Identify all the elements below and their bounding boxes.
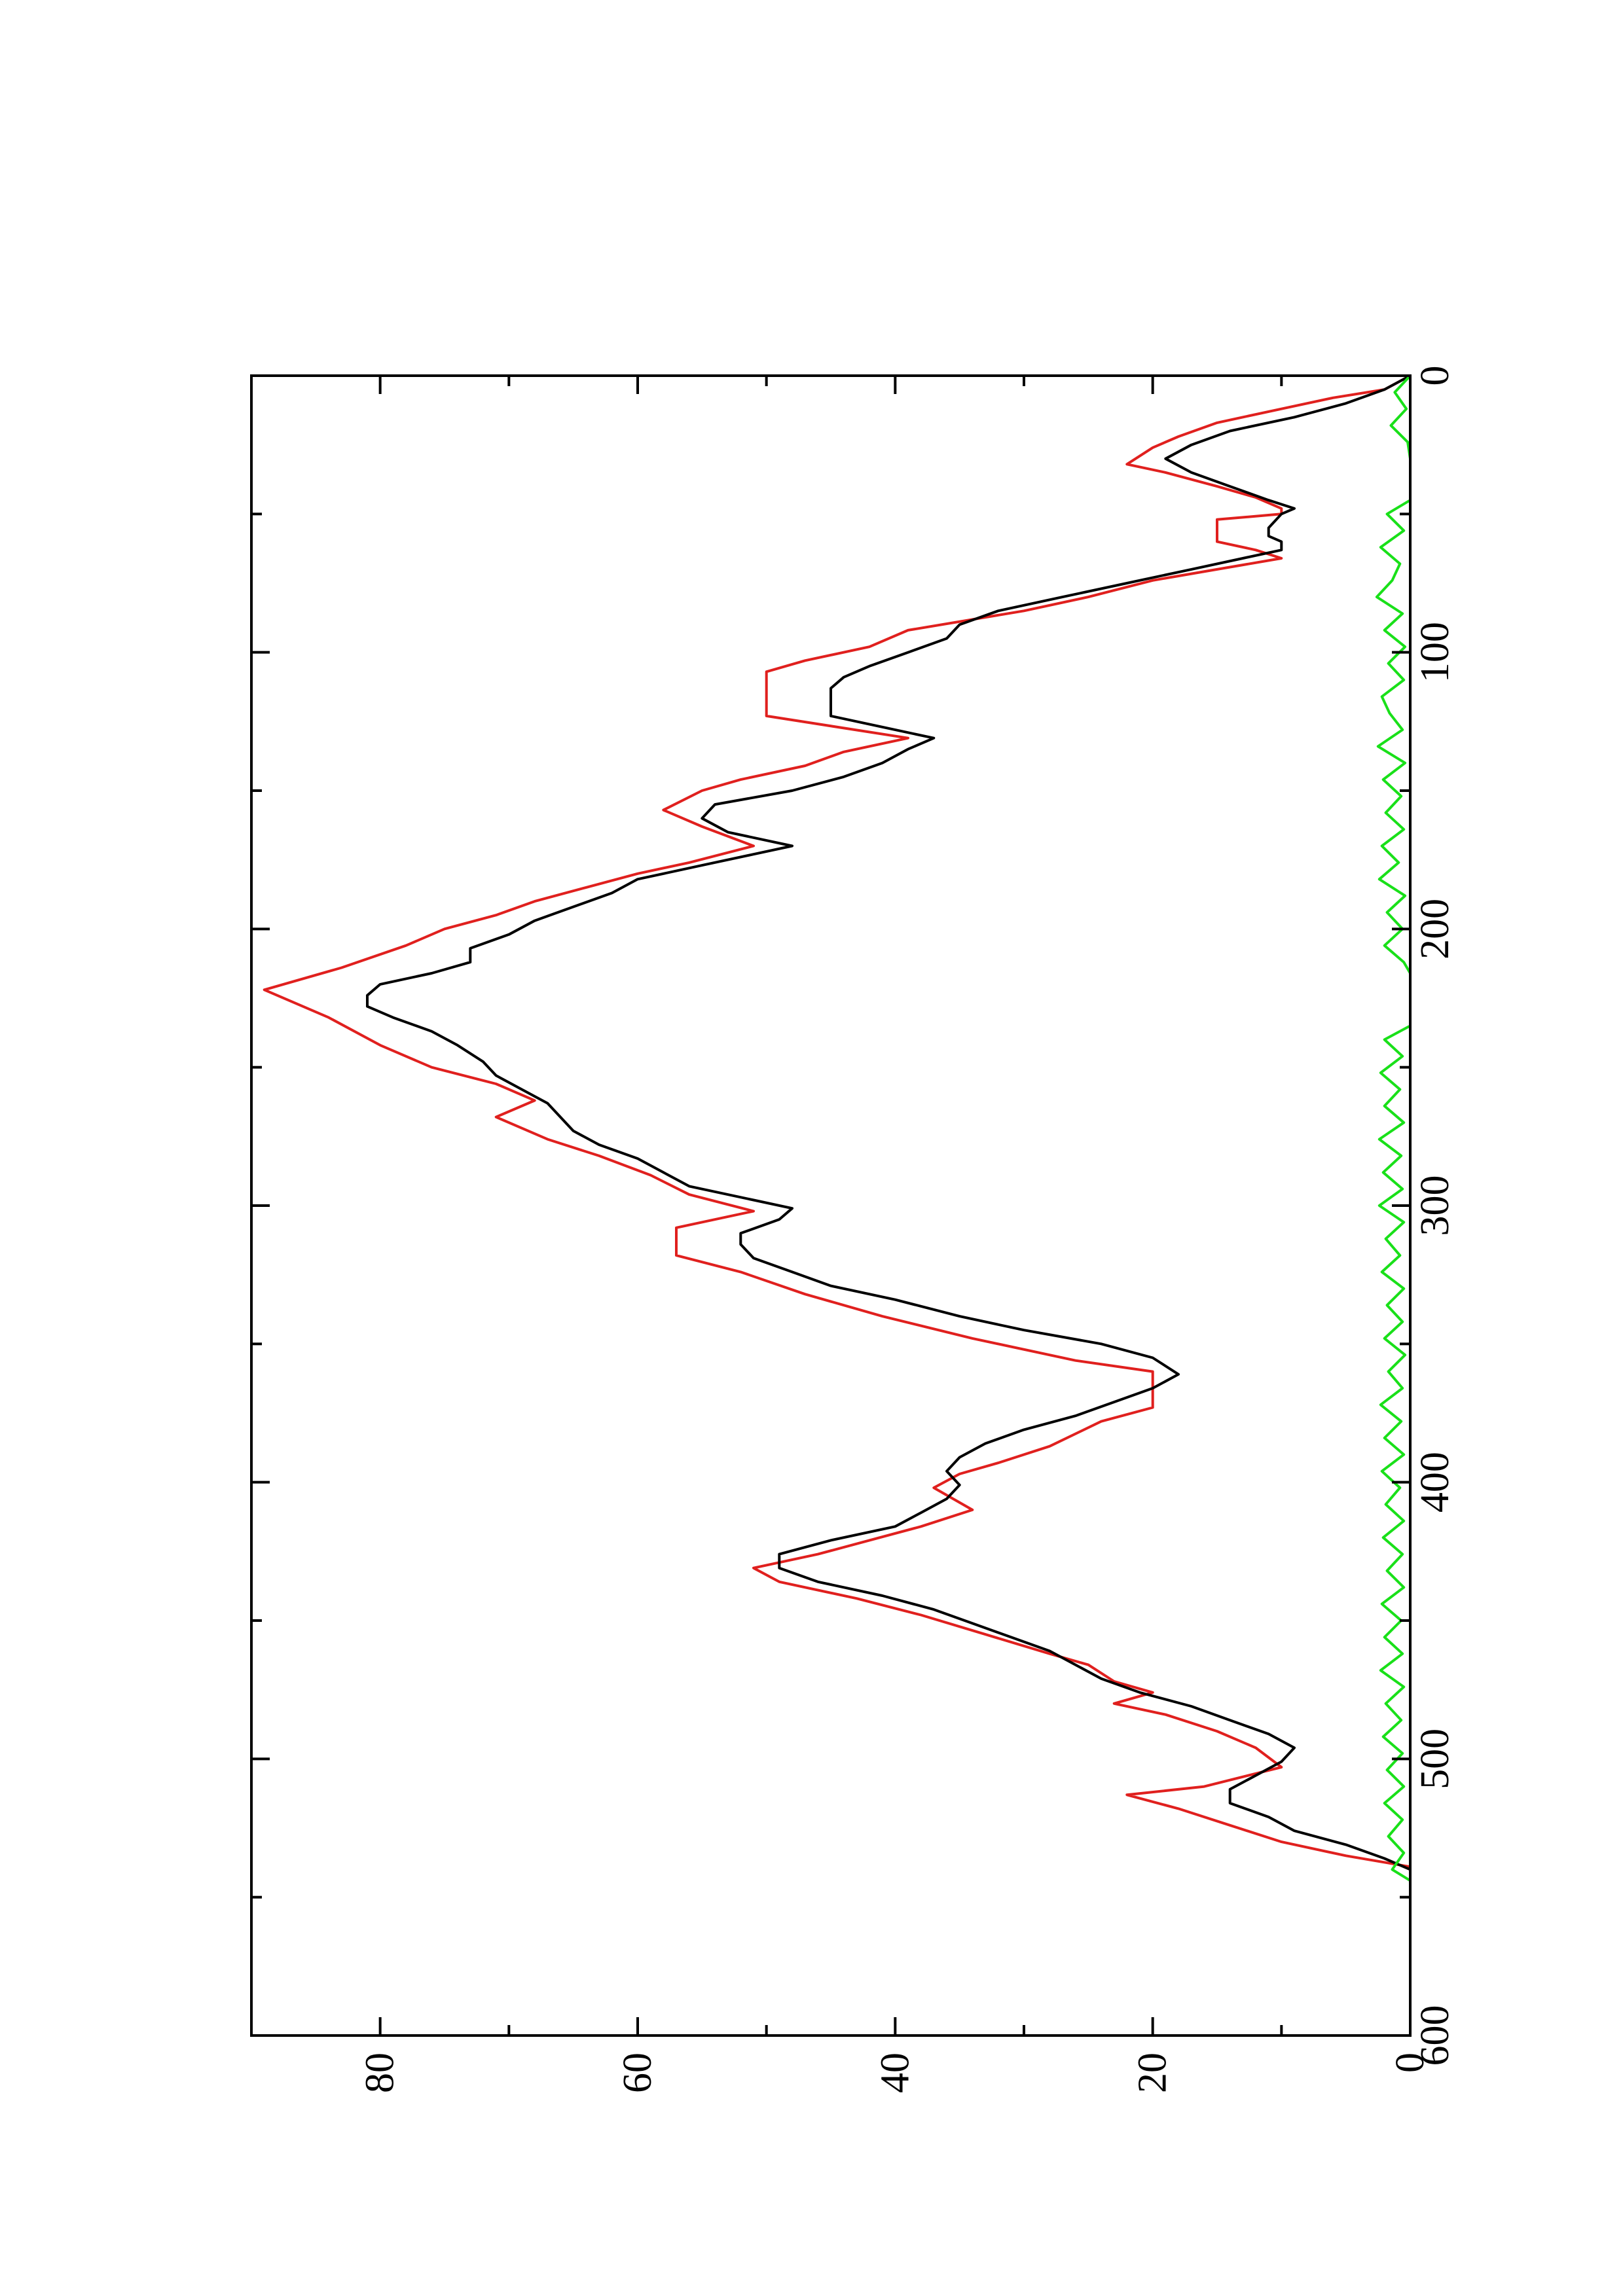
plot-frame [250, 374, 1412, 2037]
y-tick-label: 80 [358, 2053, 403, 2093]
x-tick-label: 400 [1413, 1452, 1457, 1513]
x-tick-label: 300 [1413, 1175, 1457, 1236]
x-tick-label: 0 [1413, 366, 1457, 386]
x-tick-label: 500 [1413, 1729, 1457, 1789]
y-tick-label: 0 [1388, 2053, 1432, 2073]
y-tick-label: 40 [873, 2053, 917, 2093]
series-green-line [1375, 374, 1412, 1882]
x-tick-label: 200 [1413, 899, 1457, 960]
y-axis: 0 20 40 60 80 [358, 376, 1432, 2093]
y-tick-label: 20 [1131, 2053, 1175, 2093]
x-tick-label: 600 [1413, 2005, 1457, 2066]
series-black-line [366, 374, 1411, 1871]
x-axis: 0 100 200 300 400 500 600 [251, 366, 1457, 2066]
x-tick-label: 100 [1413, 622, 1457, 683]
y-tick-label: 60 [615, 2053, 660, 2093]
plot-series [263, 374, 1412, 1882]
